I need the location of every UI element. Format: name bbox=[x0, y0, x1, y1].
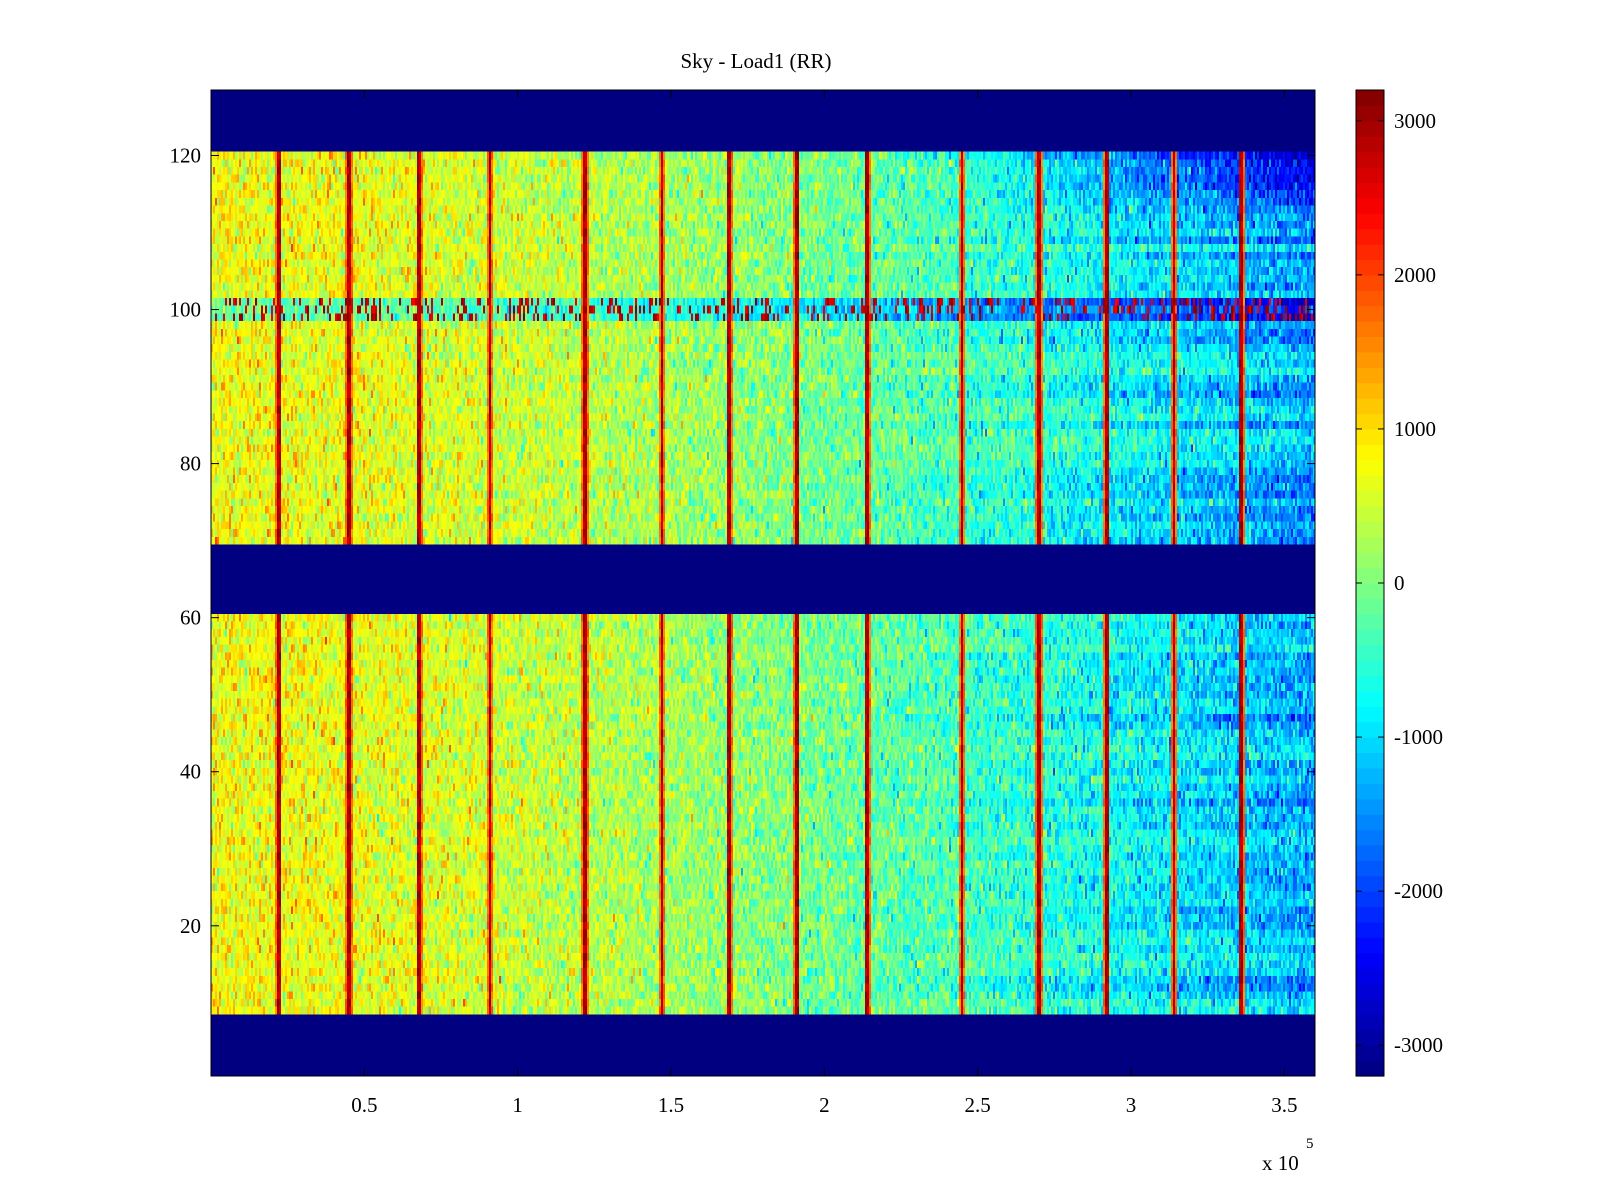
colorbar-segment bbox=[1356, 290, 1384, 307]
colorbar-segment bbox=[1356, 521, 1384, 538]
colorbar-segment bbox=[1356, 660, 1384, 677]
colorbar-segment bbox=[1356, 675, 1384, 692]
colorbar-segment bbox=[1356, 690, 1384, 707]
colorbar-segment bbox=[1356, 552, 1384, 569]
colorbar-segment bbox=[1356, 1029, 1384, 1046]
x-axis-exponent-power: 5 bbox=[1306, 1136, 1314, 1152]
colorbar-segment bbox=[1356, 505, 1384, 522]
colorbar-segment bbox=[1356, 844, 1384, 861]
x-axis: 0.5 1 1.5 2 2.5 3 3.5 bbox=[351, 90, 1297, 1117]
colorbar-segment bbox=[1356, 644, 1384, 661]
x-axis-exponent: x 10 bbox=[1262, 1151, 1299, 1175]
colorbar-segment bbox=[1356, 197, 1384, 214]
colorbar-segment bbox=[1356, 274, 1384, 291]
y-tick-label: 40 bbox=[180, 760, 201, 784]
colorbar-segment bbox=[1356, 983, 1384, 1000]
colorbar-segment bbox=[1356, 583, 1384, 600]
colorbar-segment bbox=[1356, 259, 1384, 276]
colorbar-segment bbox=[1356, 351, 1384, 368]
y-tick-label: 60 bbox=[180, 606, 201, 630]
colorbar-segment bbox=[1356, 906, 1384, 923]
y-tick-label: 120 bbox=[170, 143, 202, 167]
colorbar-segment bbox=[1356, 136, 1384, 153]
colorbar-segment bbox=[1356, 613, 1384, 630]
colorbar-tick-label: 0 bbox=[1394, 571, 1405, 595]
colorbar-segment bbox=[1356, 105, 1384, 122]
colorbar-segment bbox=[1356, 998, 1384, 1015]
colorbar-segment bbox=[1356, 475, 1384, 492]
colorbar-segment bbox=[1356, 459, 1384, 476]
colorbar-tick-label: -2000 bbox=[1394, 879, 1443, 903]
x-tick-label: 1 bbox=[512, 1093, 523, 1117]
heatmap-image bbox=[211, 90, 1315, 1076]
x-tick-label: 2 bbox=[819, 1093, 830, 1117]
plot-frame bbox=[210, 89, 1316, 1077]
colorbar-segment bbox=[1356, 783, 1384, 800]
colorbar-segment bbox=[1356, 891, 1384, 908]
colorbar-segment bbox=[1356, 1014, 1384, 1031]
colorbar-segment bbox=[1356, 1060, 1384, 1077]
y-axis: 20 40 60 80 100 120 bbox=[170, 143, 1315, 938]
colorbar-segment bbox=[1356, 444, 1384, 461]
colorbar-segment bbox=[1356, 490, 1384, 507]
colorbar-segment bbox=[1356, 536, 1384, 553]
y-tick-label: 80 bbox=[180, 452, 201, 476]
colorbar-segment bbox=[1356, 937, 1384, 954]
colorbar-segment bbox=[1356, 228, 1384, 245]
colorbar-segment bbox=[1356, 120, 1384, 137]
colorbar-segment bbox=[1356, 860, 1384, 877]
colorbar-segment bbox=[1356, 182, 1384, 199]
colorbar-axis: 3000 2000 1000 0 -1000 -2000 -3000 bbox=[1356, 109, 1443, 1057]
colorbar-segment bbox=[1356, 567, 1384, 584]
colorbar-segment bbox=[1356, 921, 1384, 938]
colorbar-segment bbox=[1356, 875, 1384, 892]
colorbar-segment bbox=[1356, 721, 1384, 738]
colorbar-segment bbox=[1356, 952, 1384, 969]
colorbar-segment bbox=[1356, 151, 1384, 168]
colorbar-segment bbox=[1356, 244, 1384, 261]
colorbar-segment bbox=[1356, 706, 1384, 723]
colorbar-segment bbox=[1356, 752, 1384, 769]
colorbar-segment bbox=[1356, 321, 1384, 338]
colorbar-segment bbox=[1356, 336, 1384, 353]
colorbar-segment bbox=[1356, 814, 1384, 831]
x-tick-label: 2.5 bbox=[965, 1093, 991, 1117]
colorbar-segment bbox=[1356, 798, 1384, 815]
chart-title: Sky - Load1 (RR) bbox=[680, 49, 831, 73]
y-tick-label: 100 bbox=[170, 298, 202, 322]
heatmap-cells bbox=[211, 90, 1315, 1076]
colorbar-segment bbox=[1356, 829, 1384, 846]
colorbar-segment bbox=[1356, 167, 1384, 184]
colorbar-segment bbox=[1356, 1045, 1384, 1062]
colorbar-segment bbox=[1356, 767, 1384, 784]
y-tick-label: 20 bbox=[180, 914, 201, 938]
colorbar bbox=[1356, 90, 1384, 1077]
x-tick-label: 1.5 bbox=[658, 1093, 684, 1117]
colorbar-tick-label: -1000 bbox=[1394, 725, 1443, 749]
colorbar-segment bbox=[1356, 305, 1384, 322]
x-tick-label: 0.5 bbox=[351, 1093, 377, 1117]
colorbar-segment bbox=[1356, 968, 1384, 985]
colorbar-segment bbox=[1356, 213, 1384, 230]
colorbar-tick-label: 1000 bbox=[1394, 417, 1436, 441]
colorbar-segment bbox=[1356, 737, 1384, 754]
colorbar-segment bbox=[1356, 428, 1384, 445]
colorbar-segment bbox=[1356, 413, 1384, 430]
colorbar-segment bbox=[1356, 598, 1384, 615]
colorbar-segment bbox=[1356, 629, 1384, 646]
colorbar-tick-label: -3000 bbox=[1394, 1033, 1443, 1057]
colorbar-tick-label: 3000 bbox=[1394, 109, 1436, 133]
colorbar-segment bbox=[1356, 90, 1384, 107]
colorbar-segment bbox=[1356, 382, 1384, 399]
x-tick-label: 3.5 bbox=[1271, 1093, 1297, 1117]
colorbar-tick-label: 2000 bbox=[1394, 263, 1436, 287]
x-tick-label: 3 bbox=[1126, 1093, 1137, 1117]
colorbar-segment bbox=[1356, 398, 1384, 415]
colorbar-segment bbox=[1356, 367, 1384, 384]
